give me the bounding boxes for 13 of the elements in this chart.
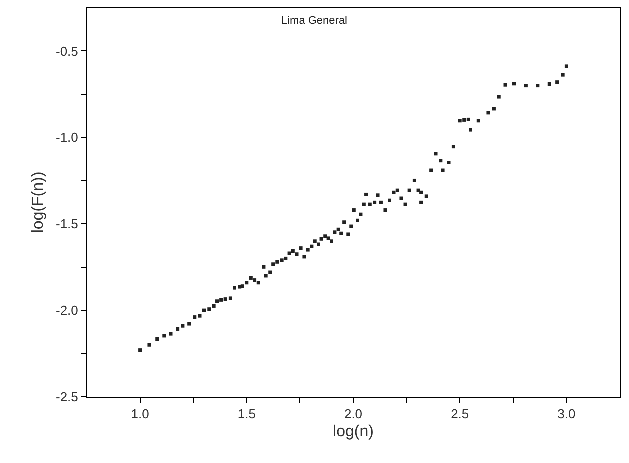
x-axis-title: log(n) (333, 423, 374, 440)
x-tick-label: 1.5 (238, 406, 256, 422)
y-tick-label: -0.5 (56, 44, 78, 59)
x-tick-label: 1.0 (131, 406, 150, 422)
y-tick-label: -1.5 (56, 216, 78, 232)
x-tick-label: 2.0 (344, 406, 363, 422)
y-tick-label: -1.0 (56, 130, 78, 146)
x-tick-label: 3.0 (558, 406, 576, 422)
text: Lima General (281, 14, 348, 27)
y-tick-label: -2.0 (56, 303, 78, 318)
y-tick-label: -2.5 (56, 390, 78, 405)
x-tick-label: 2.5 (451, 406, 470, 422)
y-axis-title: log(F(n)) (30, 172, 47, 234)
